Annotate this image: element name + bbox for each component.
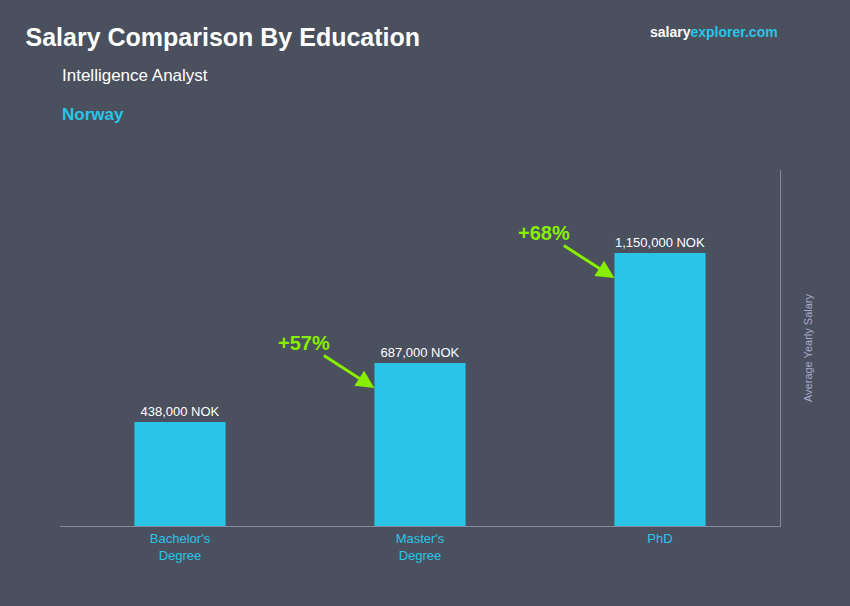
- svg-text:+68%: +68%: [518, 222, 570, 244]
- svg-text:438,000 NOK: 438,000 NOK: [140, 404, 219, 419]
- svg-text:1,150,000 NOK: 1,150,000 NOK: [615, 235, 705, 250]
- svg-text:salaryexplorer.com: salaryexplorer.com: [650, 24, 778, 40]
- svg-text:Master'sDegree: Master'sDegree: [396, 531, 445, 563]
- svg-text:Salary Comparison By Education: Salary Comparison By Education: [26, 23, 421, 51]
- svg-text:Intelligence Analyst: Intelligence Analyst: [62, 66, 208, 85]
- svg-text:Average Yearly Salary: Average Yearly Salary: [802, 293, 814, 402]
- svg-text:Norway: Norway: [62, 105, 124, 124]
- svg-text:Bachelor'sDegree: Bachelor'sDegree: [150, 531, 211, 563]
- svg-text:PhD: PhD: [647, 531, 672, 546]
- svg-text:+57%: +57%: [278, 332, 330, 354]
- svg-text:687,000 NOK: 687,000 NOK: [380, 345, 459, 360]
